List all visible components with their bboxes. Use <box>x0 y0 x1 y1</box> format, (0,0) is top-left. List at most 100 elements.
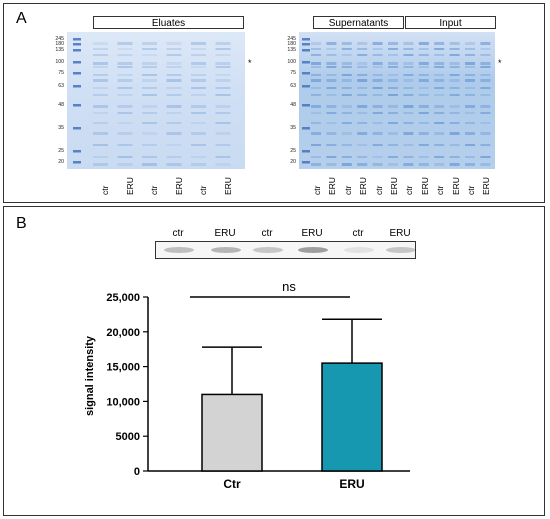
gel-band <box>403 112 414 114</box>
gel-band <box>372 156 383 158</box>
gel-band <box>388 163 398 166</box>
mw-marker: 75 <box>58 70 64 76</box>
blot-band <box>344 247 374 253</box>
gel-band <box>434 66 445 68</box>
marker-band <box>302 161 310 164</box>
gel-band <box>434 94 445 96</box>
gel-band <box>341 105 352 108</box>
gel-band <box>117 87 133 89</box>
gel-band <box>142 122 157 124</box>
gel-band <box>372 62 383 65</box>
gel-band <box>117 66 133 68</box>
gel-band <box>418 94 429 96</box>
gel-band <box>418 74 429 76</box>
gel-band <box>357 87 368 89</box>
gel-band <box>480 74 491 76</box>
gel-band <box>93 62 108 65</box>
gel-band <box>418 105 429 108</box>
gel-band <box>480 54 491 56</box>
gel-band <box>465 144 475 146</box>
gel-band <box>93 163 108 166</box>
gel-band <box>142 105 157 108</box>
gel-band <box>480 132 491 135</box>
gel-band <box>191 132 206 135</box>
gel-band <box>191 48 206 50</box>
marker-band <box>73 38 81 41</box>
y-tick-label: 5000 <box>116 431 140 443</box>
gel-band <box>372 74 383 76</box>
eluates-label: Eluates <box>93 16 244 29</box>
gel-band <box>166 132 182 135</box>
gel-band <box>215 48 231 50</box>
mw-marker: 35 <box>290 125 296 131</box>
gel-band <box>403 62 414 65</box>
gel-band <box>117 94 133 96</box>
gel-band <box>480 163 491 166</box>
gel-band <box>311 42 321 45</box>
gel-band <box>372 132 383 135</box>
gel-band <box>480 156 491 158</box>
gel-band <box>449 163 460 166</box>
gel-band <box>142 42 157 45</box>
gel-band <box>403 48 414 50</box>
marker-band <box>73 61 81 64</box>
gel-band <box>465 132 475 135</box>
gel-band <box>215 42 231 45</box>
gel-band <box>388 42 398 45</box>
gel-band <box>357 48 368 50</box>
gel-band <box>449 48 460 50</box>
gel-band <box>418 66 429 68</box>
gel-band <box>166 87 182 89</box>
gel-band <box>480 94 491 96</box>
mw-marker: 245 <box>287 36 296 42</box>
gel-band <box>480 122 491 124</box>
gel-band <box>449 112 460 114</box>
gel-band <box>388 48 398 50</box>
y-tick-label: 15,000 <box>106 362 140 374</box>
gel-band <box>117 42 133 45</box>
gel-band <box>465 48 475 50</box>
gel-band <box>142 144 157 146</box>
gel-band <box>117 132 133 135</box>
gel-band <box>215 132 231 135</box>
gel-band <box>388 87 398 89</box>
gel-band <box>388 122 398 124</box>
blot-label-eru: ERU <box>389 228 411 239</box>
gel-band <box>418 112 429 114</box>
gel-band <box>434 132 445 135</box>
gel-band <box>326 79 337 82</box>
gel-band <box>117 112 133 114</box>
gel-band <box>215 87 231 89</box>
bar-ctr <box>201 393 263 472</box>
gel-band <box>434 48 445 50</box>
gel-band <box>93 122 108 124</box>
gel-band <box>166 94 182 96</box>
marker-band <box>302 49 310 52</box>
gel-band <box>434 163 445 166</box>
mw-marker: 75 <box>290 70 296 76</box>
gel-band <box>372 54 383 56</box>
gel-band <box>93 54 108 56</box>
gel-band <box>449 74 460 76</box>
gel-band <box>480 42 491 45</box>
gel-band <box>215 62 231 65</box>
gel-band <box>311 132 321 135</box>
gel-band <box>434 105 445 108</box>
gel-band <box>403 54 414 56</box>
gel-band <box>191 62 206 65</box>
gel-band <box>142 87 157 89</box>
gel-band <box>142 74 157 76</box>
gel-band <box>215 144 231 146</box>
gel-band <box>142 62 157 65</box>
gel-band <box>142 79 157 82</box>
gel-band <box>449 156 460 158</box>
gel-band <box>93 79 108 82</box>
gel-band <box>142 66 157 68</box>
gel-band <box>403 94 414 96</box>
gel-band <box>326 66 337 68</box>
mw-marker: 48 <box>58 102 64 108</box>
x-tick-label-eru: ERU <box>339 477 364 491</box>
gel-band <box>341 94 352 96</box>
gel-band <box>357 163 368 166</box>
gel-band <box>311 54 321 56</box>
